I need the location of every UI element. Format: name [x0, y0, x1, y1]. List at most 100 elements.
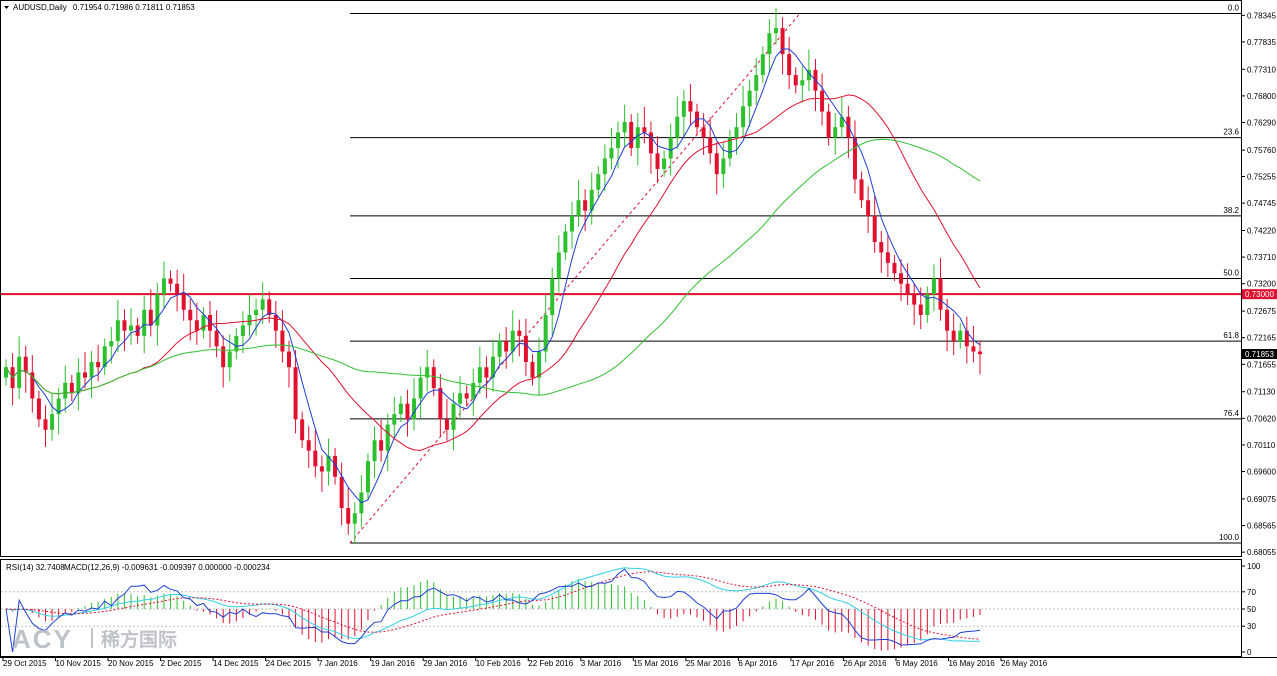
candle-body	[648, 132, 653, 154]
x-tick-label: 26 May 2016	[1001, 659, 1048, 668]
x-tick-label: 29 Oct 2015	[3, 659, 47, 668]
x-tick-label: 14 Dec 2015	[213, 659, 259, 668]
candle-body	[747, 90, 752, 107]
y-tick-label: 0.74745	[1247, 199, 1276, 208]
candle-body	[208, 315, 213, 331]
candle-body	[379, 440, 384, 451]
candle-body	[96, 361, 101, 368]
candle-body	[609, 148, 614, 159]
rsi-header: RSI(14) 32.7408	[6, 563, 65, 572]
candle-body	[872, 215, 877, 242]
y-tick-label: 0.74220	[1247, 227, 1276, 236]
candle-body	[787, 54, 792, 76]
candle-body	[392, 414, 397, 425]
candle-body	[168, 278, 173, 284]
main-plot-area: 0.0 23.6 38.2 50.0 61.8 76.4 100.0 0.73000 0.718…	[1, 3, 1277, 545]
x-tick-label: 22 Feb 2016	[528, 659, 573, 668]
candle-body	[958, 330, 963, 342]
dropdown-triangle-icon[interactable]	[4, 6, 9, 9]
candle-body	[931, 278, 936, 295]
candle-body	[214, 330, 219, 347]
candle-body	[938, 278, 943, 310]
current-price-label: 0.71853	[1245, 350, 1274, 359]
macd-signal-line	[5, 571, 981, 640]
candle-body	[727, 137, 732, 159]
y-tick-label: 0.68055	[1247, 548, 1276, 557]
axes: 0.78345 0.77835 0.77310 0.76800 0.76290 0.757…	[2, 11, 1276, 668]
candle-body	[596, 174, 601, 190]
x-tick-label: 19 Jan 2016	[371, 659, 416, 668]
y-tick-label: 0.76290	[1247, 119, 1276, 128]
candle-body	[655, 153, 660, 169]
candle-body	[17, 356, 22, 389]
candle-body	[267, 299, 272, 316]
fib-level-label: 61.8	[1223, 331, 1239, 340]
candle-body	[563, 231, 568, 253]
candle-body	[668, 137, 673, 159]
candle-body	[69, 382, 74, 394]
candle-body	[971, 346, 976, 352]
candle-body	[56, 398, 61, 415]
candle-body	[221, 346, 226, 368]
ma-mid-line	[5, 94, 981, 451]
candle-body	[194, 320, 199, 331]
candle-body	[517, 330, 522, 336]
x-tick-label: 17 Apr 2016	[791, 659, 835, 668]
ind-y-tick-label: 30	[1247, 622, 1256, 631]
candle-body	[543, 315, 548, 352]
y-tick-label: 0.77835	[1247, 38, 1276, 47]
candle-body	[569, 215, 574, 232]
candle-body	[912, 294, 917, 305]
ind-y-tick-label: 100	[1247, 562, 1261, 571]
candle-body	[155, 294, 160, 326]
candle-body	[714, 153, 719, 175]
candle-body	[760, 54, 765, 76]
candle-body	[964, 330, 969, 347]
candle-body	[767, 33, 772, 55]
candle-body	[806, 69, 811, 81]
logo-divider	[91, 628, 93, 648]
candle-body	[82, 372, 87, 378]
ma-fast-line	[5, 48, 981, 504]
candle-body	[510, 330, 515, 352]
candle-body	[734, 127, 739, 138]
rsi-line	[5, 568, 981, 653]
x-tick-label: 6 Apr 2016	[738, 659, 777, 668]
candle-body	[412, 398, 417, 420]
candle-body	[497, 341, 502, 357]
candle-body	[333, 455, 338, 477]
y-tick-label: 0.76800	[1247, 92, 1276, 101]
candle-body	[109, 341, 114, 347]
horizontal-level-tag-label: 0.73000	[1245, 290, 1274, 299]
candle-body	[464, 393, 469, 399]
candle-body	[293, 367, 298, 420]
x-tick-label: 7 Jan 2016	[318, 659, 358, 668]
candle-body	[247, 315, 252, 326]
candle-body	[30, 372, 35, 399]
y-tick-label: 0.73200	[1247, 280, 1276, 289]
logo-brand: ACY	[12, 624, 73, 654]
candle-body	[589, 189, 594, 211]
candle-body	[662, 158, 667, 169]
candle-body	[115, 320, 120, 342]
candle-body	[583, 200, 588, 211]
candle-body	[405, 403, 410, 420]
fib-level-label: 100.0	[1219, 533, 1240, 542]
fib-level-label: 76.4	[1223, 409, 1239, 418]
candle-body	[161, 278, 166, 295]
candle-body	[780, 28, 785, 55]
candle-body	[530, 361, 535, 378]
candle-body	[484, 367, 489, 378]
candle-body	[471, 382, 476, 399]
candle-body	[681, 101, 686, 117]
candle-body	[188, 309, 193, 321]
candle-body	[50, 414, 55, 430]
candle-body	[43, 419, 48, 430]
candle-body	[602, 158, 607, 175]
candle-body	[866, 200, 871, 216]
candle-body	[385, 424, 390, 451]
x-tick-label: 15 Mar 2016	[633, 659, 678, 668]
candle-body	[273, 315, 278, 331]
